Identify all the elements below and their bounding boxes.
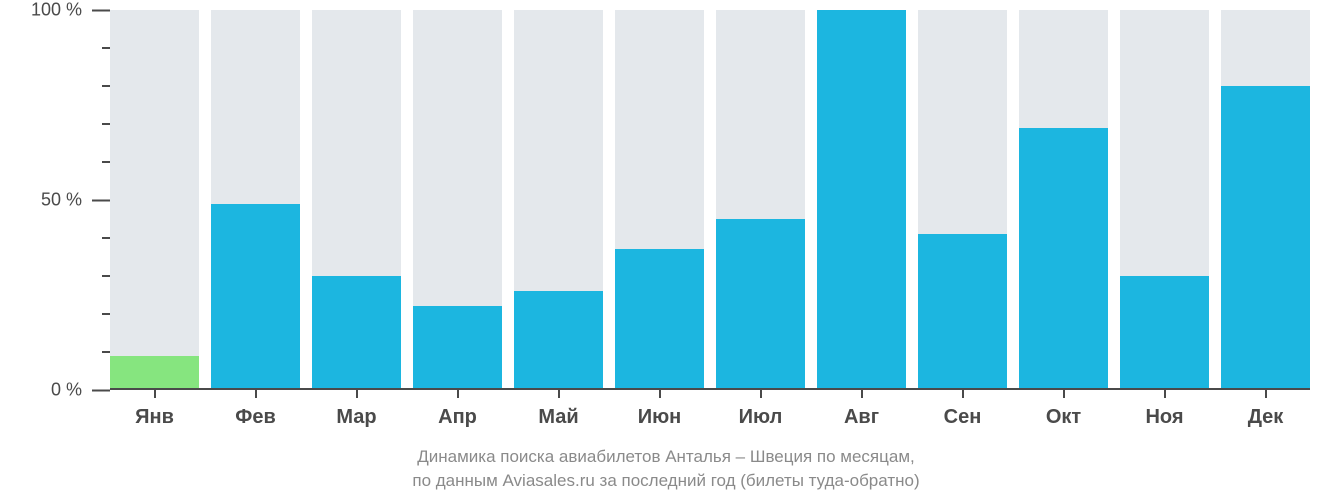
plot-area — [110, 10, 1310, 390]
bar-slot — [110, 10, 199, 390]
y-tick-minor — [102, 47, 110, 49]
bar-value — [1019, 128, 1108, 390]
x-tick-label: Янв — [110, 398, 199, 429]
y-tick-minor — [102, 275, 110, 277]
bar-value — [615, 249, 704, 390]
y-tick-label: 0 % — [51, 380, 82, 401]
bar-value — [413, 306, 502, 390]
bar-slot — [716, 10, 805, 390]
bar-value — [817, 10, 906, 390]
x-tick-label: Дек — [1221, 398, 1310, 429]
bar-slot — [514, 10, 603, 390]
y-tick-minor — [102, 85, 110, 87]
monthly-search-chart: 0 %50 %100 % ЯнвФевМарАпрМайИюнИюлАвгСен… — [0, 0, 1332, 502]
x-tick-label: Мар — [312, 398, 401, 429]
x-tick-label: Июн — [615, 398, 704, 429]
x-axis-labels: Янв Фев Мар Апр Май Июн Июл Авг Сен Окт Ноя Дек — [110, 398, 1310, 429]
chart-caption-line2: по данным Aviasales.ru за последний год … — [0, 470, 1332, 492]
x-tick-label: Окт — [1019, 398, 1108, 429]
y-axis: 0 %50 %100 % — [0, 10, 110, 390]
y-tick-minor — [102, 161, 110, 163]
bar-slot — [817, 10, 906, 390]
bar-value — [1221, 86, 1310, 390]
x-axis-line — [110, 388, 1310, 390]
y-tick-minor — [102, 123, 110, 125]
x-tick-label: Июл — [716, 398, 805, 429]
y-tick-major: 100 % — [31, 0, 110, 21]
y-tick-major: 50 % — [41, 190, 110, 211]
bar-slot — [1019, 10, 1108, 390]
y-tick-minor — [102, 313, 110, 315]
x-tick-label: Ноя — [1120, 398, 1209, 429]
bar-slot — [615, 10, 704, 390]
bar-slot — [918, 10, 1007, 390]
bar-slot — [211, 10, 300, 390]
x-tick-label: Авг — [817, 398, 906, 429]
y-tick-minor — [102, 237, 110, 239]
chart-caption-line1: Динамика поиска авиабилетов Анталья – Шв… — [0, 446, 1332, 468]
x-tick-label: Май — [514, 398, 603, 429]
bar-value — [716, 219, 805, 390]
bar-slot — [413, 10, 502, 390]
y-tick-label: 100 % — [31, 0, 82, 21]
y-tick-label: 50 % — [41, 190, 82, 211]
y-tick-major: 0 % — [51, 380, 110, 401]
bar-value — [312, 276, 401, 390]
x-tick-label: Фев — [211, 398, 300, 429]
bar-value — [110, 356, 199, 390]
x-tick-label: Апр — [413, 398, 502, 429]
bar-value — [918, 234, 1007, 390]
bar-value — [514, 291, 603, 390]
bar-slot — [1221, 10, 1310, 390]
y-tick-minor — [102, 351, 110, 353]
bar-slot — [312, 10, 401, 390]
bar-value — [211, 204, 300, 390]
bar-background — [110, 10, 199, 390]
bars-container — [110, 10, 1310, 390]
bar-value — [1120, 276, 1209, 390]
bar-slot — [1120, 10, 1209, 390]
x-tick-label: Сен — [918, 398, 1007, 429]
